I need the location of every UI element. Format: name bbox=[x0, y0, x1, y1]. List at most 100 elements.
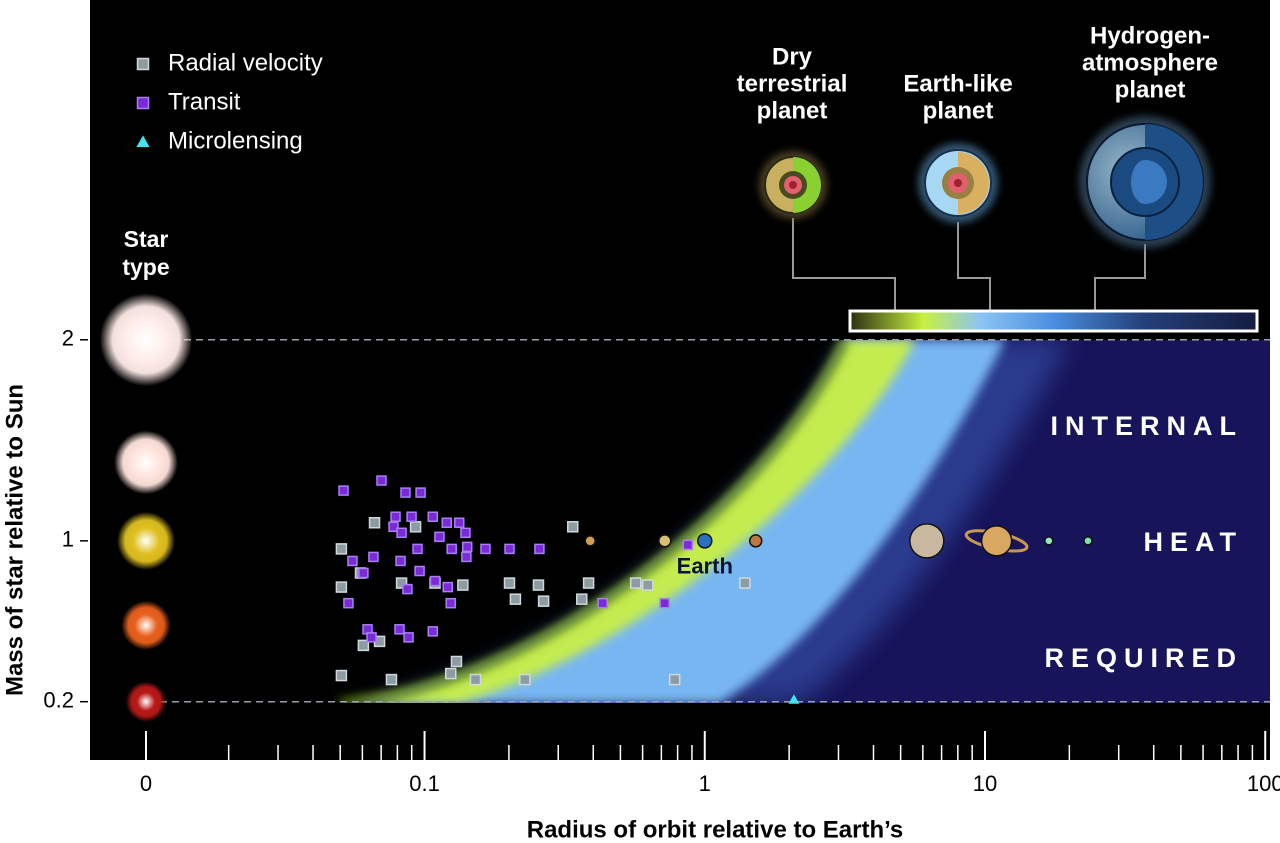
data-point bbox=[368, 517, 381, 529]
data-point bbox=[409, 521, 422, 533]
data-point bbox=[504, 543, 515, 555]
planet-type-label: planet bbox=[923, 97, 994, 124]
legend-label: Transit bbox=[168, 88, 241, 115]
data-point bbox=[335, 581, 348, 593]
star bbox=[117, 511, 175, 570]
data-point bbox=[385, 673, 398, 686]
earth-like-planet-icon bbox=[918, 143, 998, 223]
star bbox=[121, 600, 171, 650]
connector bbox=[792, 218, 896, 311]
planet-type-label: Earth-like bbox=[903, 70, 1012, 97]
planet-type-label: planet bbox=[757, 97, 828, 124]
data-point bbox=[343, 597, 354, 609]
solar-planet bbox=[658, 534, 672, 548]
planet-inner-core bbox=[789, 181, 797, 189]
legend-marker bbox=[136, 57, 150, 71]
data-point bbox=[396, 527, 407, 539]
data-point bbox=[347, 555, 358, 567]
solar-planet bbox=[697, 533, 713, 549]
data-point bbox=[403, 632, 414, 643]
dry-band bbox=[340, 340, 915, 703]
data-point bbox=[366, 632, 377, 643]
legend-label: Microlensing bbox=[168, 127, 303, 154]
y-tick-label: 1 bbox=[62, 527, 74, 552]
planet-type-label: planet bbox=[1115, 76, 1186, 103]
data-point bbox=[453, 517, 465, 529]
habitable-zone bbox=[339, 340, 1270, 703]
data-point bbox=[457, 579, 469, 591]
solar-planet bbox=[1083, 536, 1093, 546]
data-point bbox=[335, 669, 348, 682]
data-point bbox=[368, 551, 379, 563]
data-point bbox=[394, 624, 405, 635]
data-point bbox=[668, 673, 681, 686]
planet-core bbox=[1131, 160, 1167, 204]
data-point bbox=[460, 527, 471, 539]
hydrogen-planet-icon bbox=[1079, 116, 1211, 248]
data-point bbox=[642, 579, 654, 591]
data-point bbox=[461, 551, 472, 563]
data-point bbox=[395, 555, 406, 567]
data-point bbox=[534, 543, 545, 555]
data-point bbox=[427, 626, 439, 637]
data-point bbox=[427, 511, 439, 522]
legend-marker bbox=[136, 135, 150, 147]
zone-label: REQUIRED bbox=[1044, 643, 1243, 673]
data-point bbox=[576, 593, 588, 605]
solar-planet bbox=[748, 534, 763, 548]
connectors bbox=[792, 218, 1146, 311]
zone-label: HEAT bbox=[1144, 527, 1244, 557]
connector bbox=[957, 222, 991, 311]
data-point bbox=[461, 541, 473, 553]
data-point bbox=[395, 577, 408, 589]
y-tick-label: 0.2 bbox=[43, 688, 74, 713]
data-point bbox=[445, 597, 456, 609]
data-point bbox=[442, 581, 453, 593]
x-tick-label: 100 bbox=[1247, 771, 1280, 796]
solar-planet bbox=[1044, 536, 1054, 546]
x-tick-label: 1 bbox=[699, 771, 711, 796]
data-point bbox=[567, 521, 579, 533]
data-point bbox=[444, 667, 457, 680]
data-point bbox=[441, 517, 452, 529]
legend-marker bbox=[136, 96, 150, 110]
data-point bbox=[739, 577, 751, 589]
data-point bbox=[434, 531, 445, 543]
zone-label: INTERNAL bbox=[1051, 411, 1244, 441]
star-axis-label: 0 bbox=[140, 771, 152, 796]
data-point bbox=[446, 543, 457, 555]
data-point bbox=[503, 577, 516, 589]
solar-planet bbox=[909, 523, 945, 559]
data-point bbox=[406, 511, 417, 522]
data-point bbox=[509, 593, 522, 605]
dry-planet-icon bbox=[759, 151, 827, 219]
planet-type-label: Dry bbox=[772, 43, 813, 70]
y-axis-label: Mass of star relative to Sun bbox=[1, 384, 28, 696]
data-point bbox=[629, 577, 642, 589]
data-point bbox=[469, 673, 482, 686]
data-point bbox=[682, 539, 694, 551]
data-point bbox=[357, 639, 370, 652]
data-point bbox=[358, 567, 369, 579]
data-point bbox=[429, 575, 441, 587]
data-point bbox=[415, 487, 426, 498]
star bbox=[99, 293, 193, 387]
data-point bbox=[338, 485, 349, 496]
y-tick-label: 2 bbox=[62, 326, 74, 351]
data-point bbox=[400, 487, 411, 498]
data-point bbox=[582, 577, 595, 589]
x-axis-label: Radius of orbit relative to Earth’s bbox=[527, 816, 904, 843]
data-point bbox=[788, 694, 800, 704]
data-point bbox=[412, 543, 423, 555]
planet-type-label: terrestrial bbox=[737, 70, 848, 97]
data-point bbox=[519, 673, 531, 686]
data-point bbox=[414, 565, 425, 577]
star bbox=[114, 430, 178, 495]
data-point bbox=[537, 595, 550, 607]
x-tick-label: 10 bbox=[973, 771, 997, 796]
color-bar bbox=[848, 309, 1259, 333]
planet-type-label: Hydrogen- bbox=[1090, 22, 1210, 49]
data-point bbox=[480, 543, 491, 555]
